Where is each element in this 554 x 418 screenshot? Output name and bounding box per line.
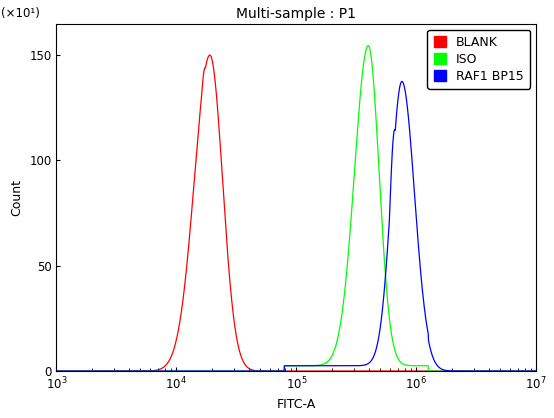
Text: (×10¹): (×10¹) [1, 7, 40, 20]
Y-axis label: Count: Count [11, 179, 24, 216]
Legend: BLANK, ISO, RAF1 BP15: BLANK, ISO, RAF1 BP15 [427, 30, 530, 89]
Title: Multi-sample : P1: Multi-sample : P1 [237, 7, 356, 21]
X-axis label: FITC-A: FITC-A [276, 398, 316, 411]
